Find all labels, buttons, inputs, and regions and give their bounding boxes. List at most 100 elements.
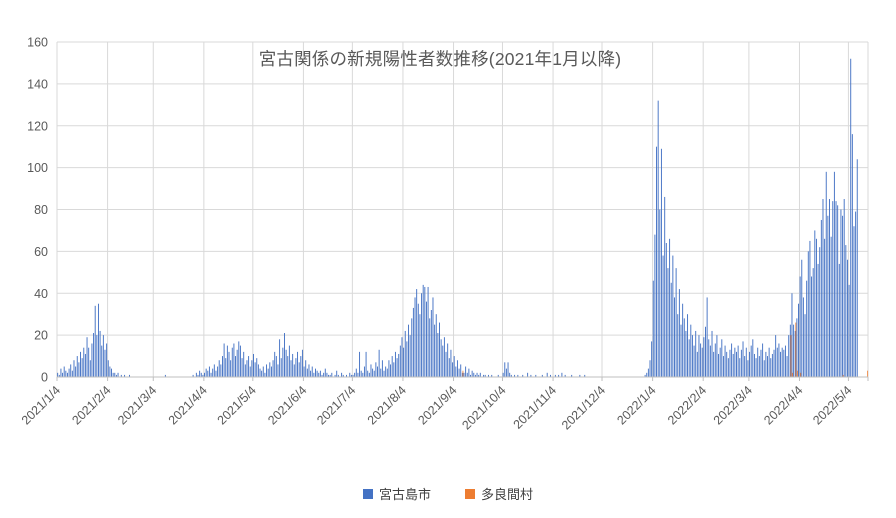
bar-miyakojima (794, 330, 796, 377)
bar-miyakojima (270, 366, 272, 377)
bar-miyakojima (236, 349, 238, 377)
bar-miyakojima (75, 366, 77, 377)
bar-miyakojima (355, 368, 357, 377)
bar-miyakojima (675, 268, 677, 377)
bar-miyakojima (306, 368, 308, 377)
bar-miyakojima (768, 347, 770, 377)
bar-miyakojima (421, 293, 423, 377)
bar-miyakojima (62, 372, 64, 377)
bar-miyakojima (504, 362, 506, 377)
bar-miyakojima (319, 370, 321, 377)
bar-miyakojima (204, 372, 206, 377)
bar-miyakojima (439, 322, 440, 377)
bar-miyakojima (781, 347, 783, 377)
bar-miyakojima (241, 358, 243, 377)
bar-miyakojima (280, 358, 282, 377)
x-axis-label: 2021/6/4 (265, 383, 309, 427)
x-axis-label: 2021/3/4 (115, 383, 159, 427)
bar-miyakojima (192, 374, 194, 377)
bar-miyakojima (205, 368, 207, 377)
bar-miyakojima (65, 370, 67, 377)
bar-miyakojima (419, 314, 421, 377)
bar-miyakojima (767, 356, 768, 377)
bar-miyakojima (762, 343, 764, 377)
bar-miyakojima (403, 347, 405, 377)
bar-miyakojima (91, 343, 93, 377)
bar-miyakojima (827, 215, 829, 377)
bar-miyakojima (783, 349, 785, 377)
bar-miyakojima (771, 353, 773, 377)
bar-miyakojima (698, 335, 700, 377)
bar-miyakojima (248, 356, 250, 377)
bar-miyakojima (378, 349, 380, 377)
bar-miyakojima (696, 351, 698, 377)
bar-miyakojima (231, 347, 233, 377)
bar-miyakojima (685, 330, 687, 377)
bar-tarama (842, 374, 844, 377)
bar-miyakojima (739, 358, 741, 377)
bar-miyakojima (215, 370, 217, 377)
bar-miyakojima (809, 240, 811, 377)
bar-miyakojima (660, 148, 662, 377)
bar-miyakojima (747, 360, 749, 377)
bar-miyakojima (362, 372, 364, 377)
bar-miyakojima (200, 372, 202, 377)
bar-miyakojima (564, 374, 566, 377)
bar-miyakojima (479, 372, 481, 377)
bar-miyakojima (822, 199, 824, 377)
bar-miyakojima (456, 360, 458, 377)
bar-miyakojima (731, 343, 733, 377)
bar-miyakojima (452, 362, 454, 377)
bar-miyakojima (386, 368, 388, 377)
bar-miyakojima (107, 360, 109, 377)
bar-miyakojima (372, 368, 374, 377)
bar-miyakojima (334, 374, 336, 377)
bar-miyakojima (838, 263, 840, 377)
bar-miyakojima (744, 356, 746, 377)
bar-miyakojima (554, 374, 556, 377)
series-miyakojima (57, 58, 858, 377)
bar-miyakojima (383, 370, 385, 377)
bar-miyakojima (417, 303, 419, 377)
bar-miyakojima (199, 370, 201, 377)
bar-miyakojima (342, 374, 344, 377)
bar-miyakojima (458, 368, 460, 377)
bar-miyakojima (164, 374, 166, 377)
bar-miyakojima (745, 347, 747, 377)
bar-miyakojima (101, 345, 103, 377)
bar-miyakojima (755, 358, 757, 377)
bar-miyakojima (435, 314, 437, 377)
bar-miyakojima (197, 374, 199, 377)
bar-miyakojima (793, 324, 795, 377)
bar-miyakojima (443, 337, 445, 377)
bar-miyakojima (277, 364, 279, 377)
bar-miyakojima (282, 347, 284, 377)
bar-miyakojima (824, 238, 826, 377)
bar-miyakojima (414, 297, 416, 377)
series-tarama (462, 322, 869, 377)
bar-miyakojima (829, 199, 830, 377)
y-axis-label: 40 (34, 287, 48, 301)
bar-miyakojima (505, 368, 507, 377)
bar-miyakojima (425, 301, 427, 377)
bar-miyakojima (778, 343, 780, 377)
bar-miyakojima (695, 330, 697, 377)
bar-miyakojima (228, 351, 230, 377)
bar-miyakojima (510, 374, 512, 377)
bar-miyakojima (802, 297, 804, 377)
x-axis-label: 2022/5/4 (810, 383, 854, 427)
x-axis-label: 2021/8/4 (365, 383, 409, 427)
bar-miyakojima (817, 263, 819, 377)
bar-miyakojima (398, 353, 400, 377)
bar-miyakojima (665, 243, 667, 377)
bar-miyakojima (213, 364, 215, 377)
y-axis-label: 160 (27, 36, 48, 50)
bar-miyakojima (700, 343, 702, 377)
legend-label-tarama: 多良間村 (481, 487, 534, 502)
bar-miyakojima (346, 374, 347, 377)
bar-miyakojima (850, 58, 852, 377)
bar-miyakojima (484, 374, 486, 377)
bar-tarama (867, 370, 869, 377)
bar-miyakojima (68, 368, 70, 377)
